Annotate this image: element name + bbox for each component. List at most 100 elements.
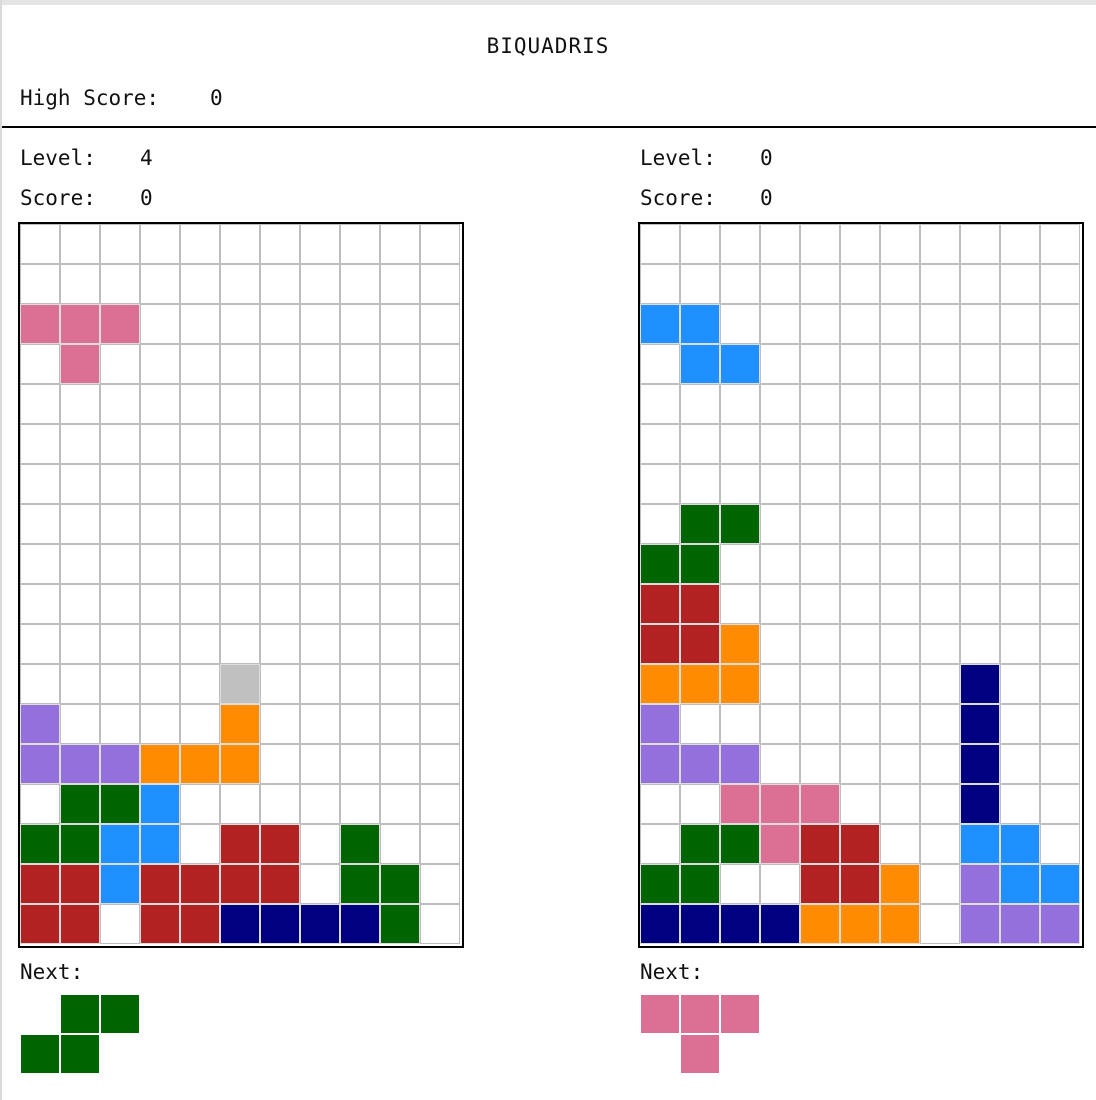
- empty-cell: [100, 344, 140, 384]
- player1-level-value: 4: [140, 146, 153, 170]
- empty-cell: [60, 384, 100, 424]
- empty-cell: [760, 544, 800, 584]
- empty-cell: [260, 584, 300, 624]
- player2-level-label: Level:: [640, 146, 716, 170]
- block-cell: [100, 864, 140, 904]
- empty-cell: [880, 544, 920, 584]
- empty-cell: [880, 224, 920, 264]
- empty-cell: [420, 304, 460, 344]
- empty-cell: [340, 624, 380, 664]
- empty-cell: [720, 224, 760, 264]
- empty-cell: [840, 424, 880, 464]
- player1-board: [18, 222, 464, 948]
- empty-cell: [920, 664, 960, 704]
- empty-cell: [260, 664, 300, 704]
- block-cell: [180, 864, 220, 904]
- empty-cell: [920, 544, 960, 584]
- block-cell: [680, 544, 720, 584]
- block-cell: [100, 784, 140, 824]
- empty-cell: [420, 744, 460, 784]
- block-cell: [140, 744, 180, 784]
- empty-cell: [1000, 784, 1040, 824]
- player2-score-label: Score:: [640, 186, 716, 210]
- block-cell: [680, 344, 720, 384]
- empty-cell: [300, 384, 340, 424]
- empty-cell: [300, 224, 340, 264]
- empty-cell: [960, 224, 1000, 264]
- next-block-cell: [680, 994, 720, 1034]
- empty-cell: [1000, 664, 1040, 704]
- empty-cell: [260, 704, 300, 744]
- empty-cell: [300, 264, 340, 304]
- block-cell: [100, 824, 140, 864]
- empty-cell: [640, 224, 680, 264]
- empty-cell: [100, 384, 140, 424]
- empty-cell: [420, 264, 460, 304]
- empty-cell: [300, 864, 340, 904]
- empty-cell: [920, 824, 960, 864]
- block-cell: [20, 744, 60, 784]
- empty-cell: [1000, 544, 1040, 584]
- empty-cell: [1040, 464, 1080, 504]
- empty-cell: [100, 504, 140, 544]
- empty-cell: [840, 784, 880, 824]
- empty-cell: [680, 264, 720, 304]
- empty-cell: [800, 384, 840, 424]
- block-cell: [180, 904, 220, 944]
- block-cell: [640, 304, 680, 344]
- empty-cell: [920, 464, 960, 504]
- empty-cell: [800, 664, 840, 704]
- empty-cell: [20, 664, 60, 704]
- empty-cell: [60, 544, 100, 584]
- empty-cell: [880, 344, 920, 384]
- empty-cell: [220, 464, 260, 504]
- empty-cell: [760, 224, 800, 264]
- empty-cell: [60, 504, 100, 544]
- block-cell: [720, 904, 760, 944]
- empty-cell: [380, 624, 420, 664]
- empty-cell: [300, 744, 340, 784]
- empty-cell: [1040, 784, 1080, 824]
- block-cell: [800, 824, 840, 864]
- block-cell: [720, 624, 760, 664]
- empty-cell: [960, 424, 1000, 464]
- empty-cell: [920, 864, 960, 904]
- block-cell: [720, 344, 760, 384]
- block-cell: [60, 864, 100, 904]
- empty-cell: [420, 544, 460, 584]
- empty-cell: [260, 784, 300, 824]
- empty-cell: [920, 384, 960, 424]
- block-cell: [220, 704, 260, 744]
- empty-cell: [720, 584, 760, 624]
- block-cell: [1040, 904, 1080, 944]
- empty-cell: [300, 424, 340, 464]
- empty-cell: [760, 464, 800, 504]
- empty-cell: [260, 544, 300, 584]
- empty-cell: [1000, 624, 1040, 664]
- empty-cell: [140, 464, 180, 504]
- empty-cell: [880, 704, 920, 744]
- empty-cell: [340, 424, 380, 464]
- empty-cell: [920, 304, 960, 344]
- empty-cell: [100, 624, 140, 664]
- block-cell: [60, 824, 100, 864]
- block-cell: [60, 304, 100, 344]
- empty-cell: [720, 424, 760, 464]
- empty-cell: [840, 664, 880, 704]
- block-cell: [640, 904, 680, 944]
- empty-cell: [760, 864, 800, 904]
- empty-cell: [800, 344, 840, 384]
- empty-cell: [800, 504, 840, 544]
- empty-cell: [420, 624, 460, 664]
- block-cell: [960, 864, 1000, 904]
- empty-cell: [300, 784, 340, 824]
- empty-cell: [1000, 424, 1040, 464]
- next-block-cell: [680, 1034, 720, 1074]
- block-cell: [260, 824, 300, 864]
- empty-cell: [140, 544, 180, 584]
- empty-cell: [1040, 824, 1080, 864]
- block-cell: [720, 784, 760, 824]
- empty-cell: [760, 584, 800, 624]
- empty-cell: [340, 784, 380, 824]
- empty-cell: [680, 384, 720, 424]
